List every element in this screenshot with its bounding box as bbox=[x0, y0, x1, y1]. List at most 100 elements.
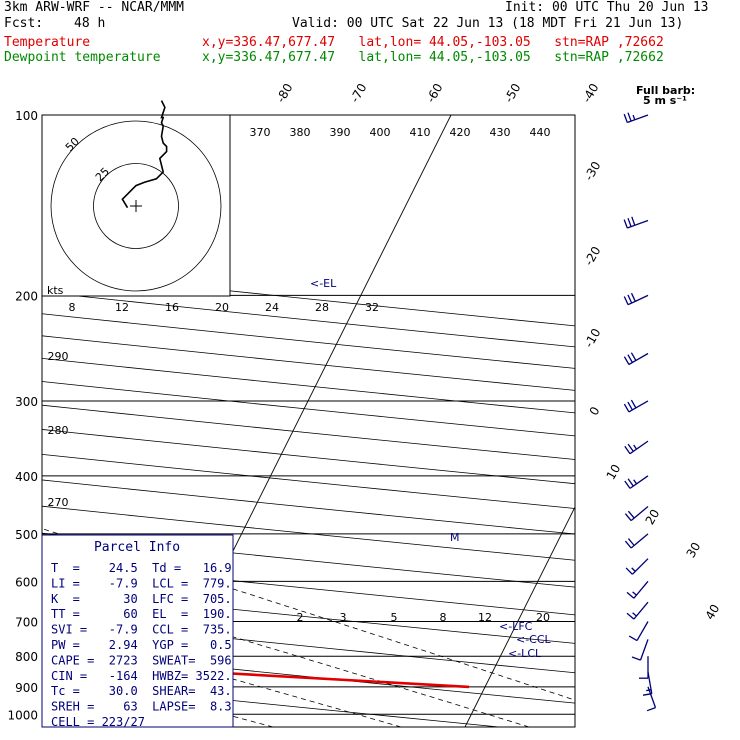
theta-label: 410 bbox=[410, 126, 431, 139]
theta-label: 420 bbox=[450, 126, 471, 139]
theta-label: 290 bbox=[48, 350, 69, 363]
wind-barb-flag bbox=[631, 216, 636, 226]
mixing-ratio-label: 3 bbox=[340, 611, 347, 624]
wind-barb bbox=[626, 580, 649, 599]
parcel-info-row: SREH = 63 LAPSE= 8.3 bbox=[51, 700, 232, 714]
mixing-ratio-label: 12 bbox=[478, 611, 492, 624]
pressure-tick-label: 200 bbox=[15, 289, 38, 303]
wind-barb-flag bbox=[632, 114, 636, 121]
isotherm-label: 10 bbox=[604, 462, 624, 482]
wind-barb bbox=[624, 475, 649, 489]
parcel-info-row: K = 30 LFC = 705. bbox=[51, 592, 232, 606]
parcel-info-row: CIN = -164 HWBZ= 3522. bbox=[51, 669, 232, 683]
parcel-level-mark: <-LCL bbox=[508, 647, 542, 660]
dry-adiabat bbox=[42, 589, 575, 644]
wind-barb-flag bbox=[623, 113, 628, 123]
wind-barb-flag bbox=[623, 356, 630, 365]
wind-barb-flag bbox=[630, 292, 636, 302]
pressure-tick-label: 100 bbox=[15, 109, 38, 123]
wind-barb-flag bbox=[623, 219, 628, 229]
theta-label: 440 bbox=[530, 126, 551, 139]
pressure-tick-label: 400 bbox=[15, 470, 38, 484]
parcel-level-mark: <-CCL bbox=[516, 633, 552, 646]
temperature-legend: Temperature bbox=[4, 35, 91, 50]
mixing-ratio-label: 12 bbox=[115, 301, 129, 314]
pressure-tick-label: 700 bbox=[15, 615, 38, 629]
wind-barbs bbox=[623, 112, 657, 712]
isotherm-line bbox=[464, 505, 575, 727]
wind-barb bbox=[624, 533, 649, 549]
wind-barb-staff bbox=[628, 400, 649, 413]
mixing-ratio-label: 2 bbox=[297, 611, 304, 624]
isotherm-label: 20 bbox=[643, 507, 663, 527]
parcel-info-row: SVI = -7.9 CCL = 735. bbox=[51, 623, 232, 637]
theta-label: 400 bbox=[370, 126, 391, 139]
wind-barb-flag bbox=[625, 567, 633, 575]
mixing-ratio-label: 32 bbox=[365, 301, 379, 314]
wind-barb bbox=[623, 216, 649, 229]
parcel-info-row: TT = 60 EL = 190. bbox=[51, 607, 232, 621]
wind-barb-staff bbox=[628, 352, 649, 366]
full-barb-value: 5 m s⁻¹ bbox=[643, 94, 687, 107]
wind-barb bbox=[631, 639, 649, 661]
wind-barb-flag bbox=[624, 540, 632, 549]
dewpoint-location: x,y=336.47,677.47 lat,lon= 44.05,-103.05… bbox=[202, 50, 664, 65]
wind-barb-flag bbox=[646, 706, 656, 712]
isotherm-label: 0 bbox=[587, 404, 603, 418]
wind-barb-staff bbox=[627, 294, 649, 306]
isotherm-label: 30 bbox=[684, 540, 704, 560]
wind-barb-flag bbox=[627, 294, 633, 304]
full-barb-label: Full barb: bbox=[636, 84, 695, 97]
wind-barb-flag bbox=[630, 399, 637, 409]
pressure-tick-label: 500 bbox=[15, 528, 38, 542]
parcel-marker: M bbox=[450, 531, 460, 544]
isotherm-label: 40 bbox=[703, 602, 723, 622]
wind-barb bbox=[624, 440, 649, 455]
wind-barb-flag bbox=[633, 444, 638, 450]
wind-barb bbox=[625, 558, 649, 575]
temperature-location: x,y=336.47,677.47 lat,lon= 44.05,-103.05… bbox=[202, 35, 664, 50]
wind-barb-flag bbox=[632, 591, 637, 596]
mixing-ratio-label: 16 bbox=[165, 301, 179, 314]
isotherm-label: -20 bbox=[582, 244, 604, 268]
mixing-ratio-label: 24 bbox=[265, 301, 279, 314]
wind-barb-flag bbox=[626, 591, 635, 599]
mixing-ratio-label: 5 bbox=[391, 611, 398, 624]
wind-barb-flag bbox=[627, 538, 635, 546]
wind-barb bbox=[623, 352, 649, 366]
isotherm-label: -60 bbox=[424, 81, 446, 105]
wind-barb bbox=[626, 601, 649, 620]
parcel-box-border bbox=[41, 534, 234, 728]
wind-barb-staff bbox=[639, 639, 649, 661]
wind-barb-flag bbox=[627, 443, 634, 452]
wind-barb-staff bbox=[630, 533, 649, 549]
wind-barb-staff bbox=[647, 686, 657, 708]
wind-barb-flag bbox=[624, 513, 632, 522]
mixing-ratio-label: 8 bbox=[69, 301, 76, 314]
wind-barb-staff bbox=[633, 601, 649, 620]
wind-barb bbox=[623, 292, 649, 306]
parcel-info-box: Parcel Info T = 24.5 Td = 16.9LI = -7.9 L… bbox=[41, 534, 234, 729]
mixing-ratio-label: 20 bbox=[215, 301, 229, 314]
pressure-tick-label: 900 bbox=[15, 681, 38, 695]
isotherm-label: -30 bbox=[582, 159, 604, 183]
wind-barb-flag bbox=[624, 480, 631, 489]
parcel-level-mark: <-EL bbox=[310, 277, 337, 290]
parcel-info-title: Parcel Info bbox=[94, 540, 180, 555]
wind-barb bbox=[623, 112, 649, 124]
parcel-info-row: CELL = 223/27 bbox=[51, 715, 145, 729]
parcel-info-row: T = 24.5 Td = 16.9 bbox=[51, 561, 232, 575]
plot-border bbox=[41, 114, 576, 728]
wind-barb-flag bbox=[633, 479, 638, 485]
wind-barb bbox=[646, 686, 657, 712]
theta-label: 380 bbox=[290, 126, 311, 139]
parcel-level-mark: <-LFC bbox=[499, 620, 533, 633]
model-title: 3km ARW-WRF -- NCAR/MMM bbox=[4, 0, 185, 15]
wind-barb-flag bbox=[626, 612, 635, 620]
wind-barb-flag bbox=[627, 217, 632, 227]
isotherm-label: -50 bbox=[502, 81, 524, 105]
wind-barb-flag bbox=[628, 635, 638, 642]
forecast-hour: 48 h bbox=[74, 16, 106, 31]
mixing-ratio-label: 28 bbox=[315, 301, 329, 314]
